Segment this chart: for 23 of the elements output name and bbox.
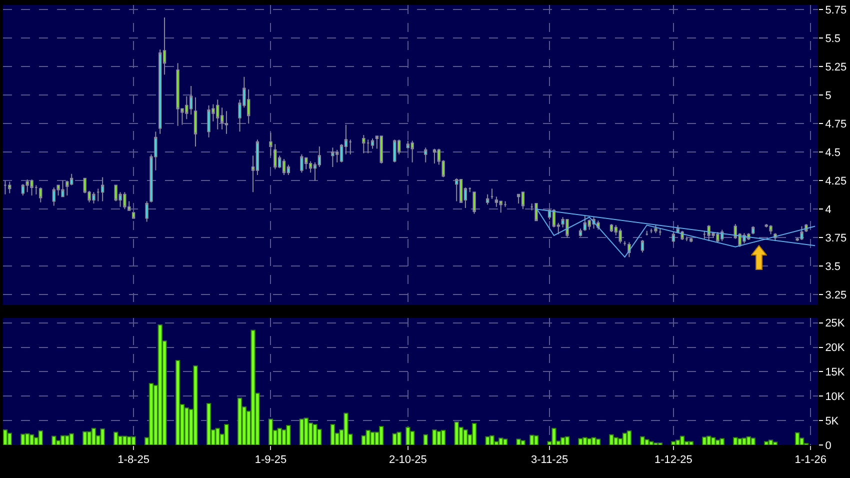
y-tick-label: 15K (825, 366, 846, 379)
y-tick-label: 5.75 (825, 4, 847, 16)
y-tick-label: 5K (825, 415, 840, 428)
y-tick-label: 4.75 (825, 118, 847, 130)
y-tick-label: 5.25 (825, 61, 847, 74)
y-tick-label: 4.5 (825, 147, 840, 159)
y-tick-label: 4.25 (825, 176, 847, 188)
y-tick-label: 4 (825, 204, 832, 216)
y-tick-label: 3.5 (825, 261, 840, 274)
y-tick-label: 3.25 (825, 290, 847, 302)
y-tick-label: 5 (825, 90, 832, 102)
x-tick-label: 1-9-25 (254, 454, 287, 466)
x-tick-label: 3-11-25 (530, 454, 568, 466)
y-tick-label: 5.5 (825, 32, 840, 45)
x-tick-label: 1-8-25 (118, 454, 150, 466)
y-tick-label: 3.75 (825, 232, 847, 245)
y-tick-label: 25K (825, 318, 846, 330)
x-tick-label: 1-1-26 (794, 454, 827, 466)
y-tick-label: 0 (825, 440, 832, 452)
y-tick-label: 10K (825, 391, 846, 403)
y-tick-label: 20K (825, 342, 846, 354)
x-tick-label: 1-12-25 (654, 454, 692, 466)
x-tick-label: 2-10-25 (388, 454, 427, 466)
